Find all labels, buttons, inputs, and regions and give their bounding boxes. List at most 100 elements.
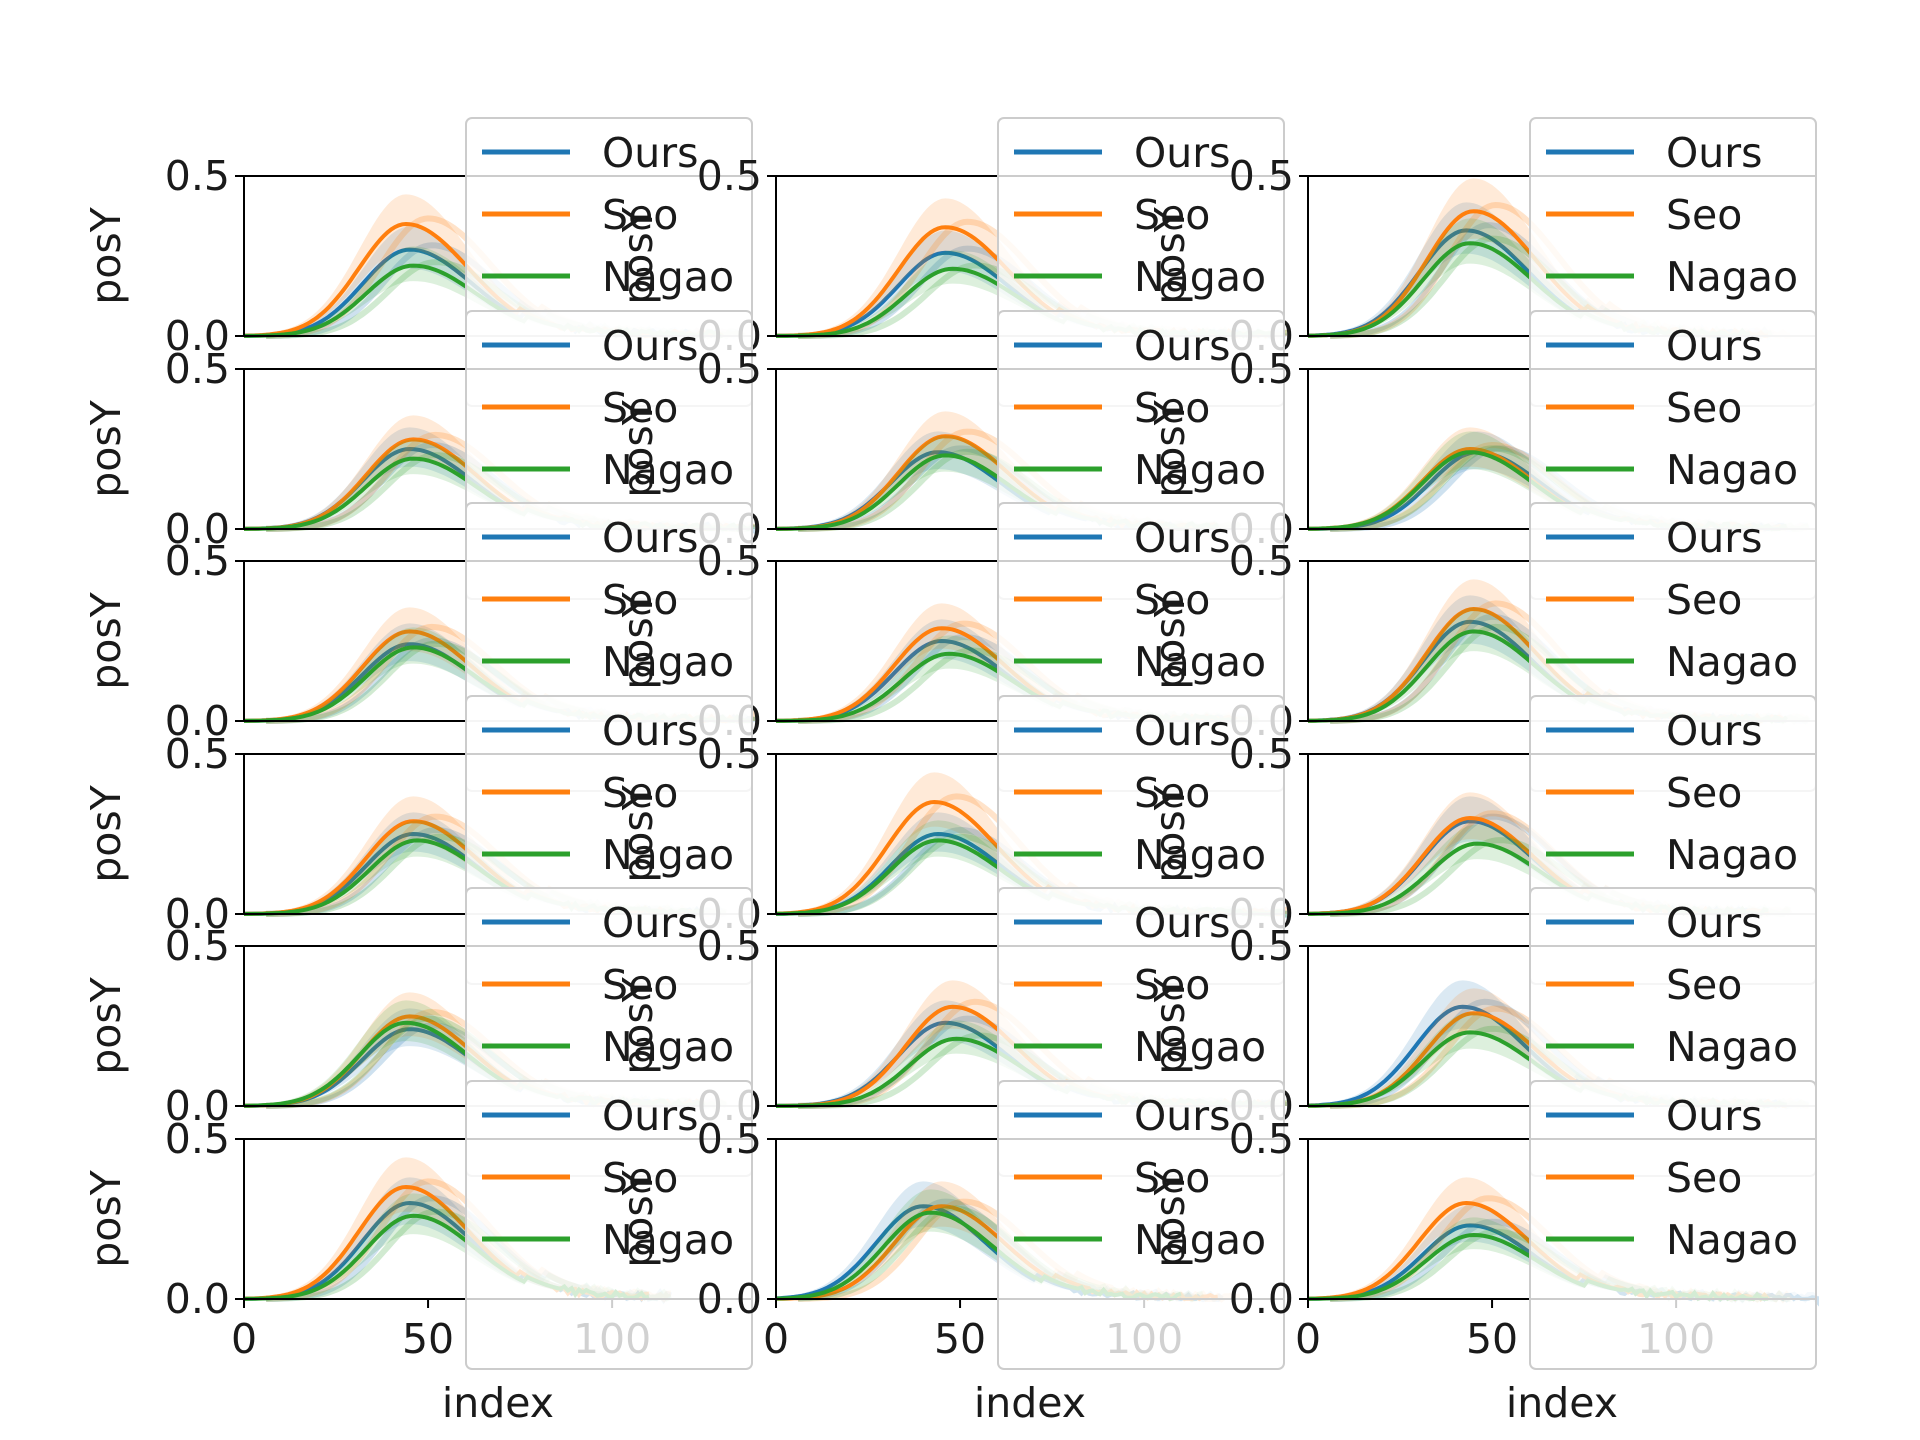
legend: Ours Seo Nagao bbox=[465, 1080, 753, 1370]
y-axis-label: posY bbox=[1146, 976, 1194, 1074]
series-band-seo bbox=[776, 772, 1284, 914]
legend-label-ours: Ours bbox=[1134, 1092, 1230, 1140]
y-axis-label: posY bbox=[614, 1169, 662, 1267]
y-tick-label: 0.0 bbox=[1229, 1275, 1294, 1323]
series-band-nagao bbox=[776, 1189, 1181, 1299]
legend: Ours Seo Nagao bbox=[1529, 1080, 1817, 1370]
legend-label-nagao: Nagao bbox=[1666, 1023, 1798, 1071]
legend-label-ours: Ours bbox=[1666, 707, 1762, 755]
legend-label-ours: Ours bbox=[602, 1092, 698, 1140]
y-axis-label: posY bbox=[82, 399, 130, 497]
y-tick-label: 0.5 bbox=[165, 152, 230, 200]
x-tick-label: 0 bbox=[763, 1315, 789, 1363]
series-band-ours bbox=[1308, 202, 1750, 336]
legend-label-seo: Seo bbox=[1666, 1154, 1742, 1202]
y-tick-label: 0.5 bbox=[697, 537, 762, 585]
y-tick-label: 0.5 bbox=[1229, 922, 1294, 970]
series-band-ours bbox=[1308, 980, 1787, 1106]
legend-label-ours: Ours bbox=[1134, 707, 1230, 755]
legend-label-seo: Seo bbox=[602, 384, 678, 432]
legend-label-nagao: Nagao bbox=[1134, 831, 1266, 879]
y-tick-label: 0.5 bbox=[165, 1115, 230, 1163]
legend-label-ours: Ours bbox=[1666, 1092, 1762, 1140]
y-tick-label: 0.0 bbox=[697, 1275, 762, 1323]
legend-label-ours: Ours bbox=[602, 707, 698, 755]
legend-label-nagao: Nagao bbox=[1134, 638, 1266, 686]
legend-label-nagao: Nagao bbox=[1666, 831, 1798, 879]
series-band-nagao bbox=[776, 435, 1218, 529]
legend-label-nagao: Nagao bbox=[602, 1023, 734, 1071]
subplot-r6-c3: 0.00.5050100posYindexOursSeoNagao bbox=[1146, 1080, 1819, 1427]
legend-label-nagao: Nagao bbox=[1134, 253, 1266, 301]
y-axis-label: posY bbox=[1146, 784, 1194, 882]
series-band-nagao bbox=[776, 820, 1284, 914]
y-axis-label: posY bbox=[82, 976, 130, 1074]
y-tick-label: 0.0 bbox=[165, 890, 230, 938]
y-axis-label: posY bbox=[614, 784, 662, 882]
legend: Ours Seo Nagao bbox=[997, 1080, 1285, 1370]
legend-label-ours: Ours bbox=[1134, 514, 1230, 562]
y-tick-label: 0.5 bbox=[1229, 345, 1294, 393]
legend-label-nagao: Nagao bbox=[602, 638, 734, 686]
y-axis-label: posY bbox=[614, 399, 662, 497]
subplot-r6-c1: 0.00.5050100posYindexOursSeoNagao bbox=[82, 1080, 753, 1427]
y-tick-label: 0.5 bbox=[165, 345, 230, 393]
legend-label-seo: Seo bbox=[602, 191, 678, 239]
legend-label-nagao: Nagao bbox=[1666, 638, 1798, 686]
x-axis-label: index bbox=[442, 1379, 554, 1427]
y-axis-label: posY bbox=[614, 206, 662, 304]
y-tick-label: 0.5 bbox=[1229, 537, 1294, 585]
y-axis-label: posY bbox=[82, 591, 130, 689]
legend-label-seo: Seo bbox=[602, 1154, 678, 1202]
x-tick-label: 0 bbox=[231, 1315, 257, 1363]
y-tick-label: 0.5 bbox=[1229, 1115, 1294, 1163]
y-tick-label: 0.0 bbox=[165, 505, 230, 553]
legend-label-ours: Ours bbox=[1666, 322, 1762, 370]
legend-label-ours: Ours bbox=[1666, 899, 1762, 947]
subplot-r6-c2: 0.00.5050100posYindexOursSeoNagao bbox=[614, 1080, 1285, 1427]
legend-label-seo: Seo bbox=[1666, 961, 1742, 1009]
x-tick-label: 50 bbox=[402, 1315, 454, 1363]
y-axis-label: posY bbox=[1146, 591, 1194, 689]
x-axis-label: index bbox=[974, 1379, 1086, 1427]
x-axis-label: index bbox=[1506, 1379, 1618, 1427]
legend-label-seo: Seo bbox=[602, 576, 678, 624]
legend-label-nagao: Nagao bbox=[602, 1216, 734, 1264]
series-band-ours bbox=[1308, 1205, 1816, 1299]
y-axis-label: posY bbox=[1146, 1169, 1194, 1267]
y-tick-label: 0.5 bbox=[165, 922, 230, 970]
legend-label-ours: Ours bbox=[1134, 322, 1230, 370]
legend-label-ours: Ours bbox=[602, 322, 698, 370]
legend-label-ours: Ours bbox=[1666, 514, 1762, 562]
x-tick-label: 50 bbox=[1466, 1315, 1518, 1363]
legend-label-ours: Ours bbox=[602, 129, 698, 177]
y-tick-label: 0.0 bbox=[165, 1275, 230, 1323]
y-tick-label: 0.5 bbox=[1229, 730, 1294, 778]
legend-label-seo: Seo bbox=[1666, 191, 1742, 239]
series-band-seo bbox=[776, 1181, 1218, 1299]
y-tick-label: 0.0 bbox=[165, 312, 230, 360]
legend-label-nagao: Nagao bbox=[1134, 1023, 1266, 1071]
y-axis-label: posY bbox=[614, 976, 662, 1074]
legend-label-seo: Seo bbox=[1134, 961, 1210, 1009]
legend-label-ours: Ours bbox=[1666, 129, 1762, 177]
y-tick-label: 0.5 bbox=[697, 1115, 762, 1163]
legend-box bbox=[465, 1080, 753, 1370]
legend-label-seo: Seo bbox=[1134, 769, 1210, 817]
legend-label-nagao: Nagao bbox=[1666, 1216, 1798, 1264]
y-axis-label: posY bbox=[1146, 399, 1194, 497]
legend-label-nagao: Nagao bbox=[602, 446, 734, 494]
legend-label-nagao: Nagao bbox=[602, 831, 734, 879]
series-band-ours bbox=[776, 812, 1284, 914]
legend-label-nagao: Nagao bbox=[1666, 253, 1798, 301]
y-tick-label: 0.0 bbox=[165, 697, 230, 745]
y-tick-label: 0.0 bbox=[165, 1082, 230, 1130]
legend-box bbox=[997, 1080, 1285, 1370]
y-axis-label: posY bbox=[1146, 206, 1194, 304]
y-tick-label: 0.5 bbox=[1229, 152, 1294, 200]
legend-label-seo: Seo bbox=[602, 769, 678, 817]
x-tick-label: 0 bbox=[1295, 1315, 1321, 1363]
y-tick-label: 0.5 bbox=[697, 345, 762, 393]
x-tick-label: 50 bbox=[934, 1315, 986, 1363]
y-tick-label: 0.5 bbox=[697, 922, 762, 970]
